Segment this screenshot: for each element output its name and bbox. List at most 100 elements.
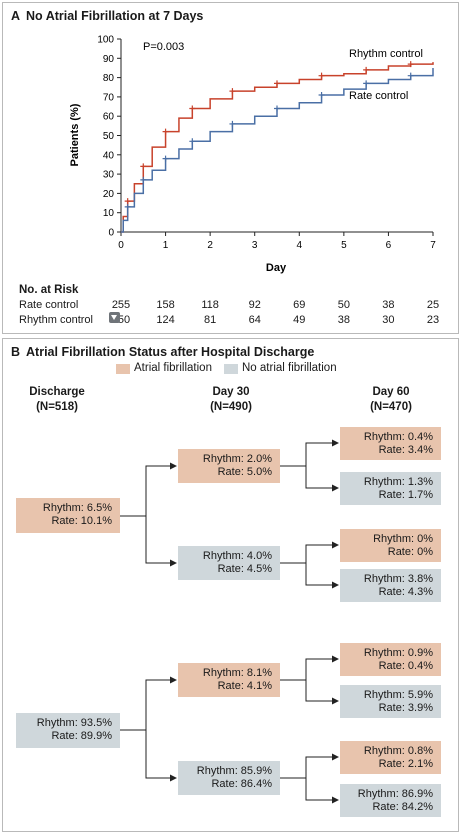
col-head-discharge: Discharge (N=518) xyxy=(12,385,102,415)
y-tick-label: 40 xyxy=(103,150,115,161)
box-rate: Rate: 2.1% xyxy=(378,758,433,770)
legend-swatch-af xyxy=(116,364,130,374)
chart-curves xyxy=(121,61,434,233)
censor-mark xyxy=(229,88,236,95)
censor-mark xyxy=(140,163,147,170)
box-day60-2: Rhythm: 1.3% Rate: 1.7% xyxy=(340,472,441,505)
risk-cell: 81 xyxy=(204,314,217,326)
risk-row-label: Rhythm control xyxy=(19,314,93,326)
box-rate: Rate: 3.9% xyxy=(378,702,433,714)
y-tick-label: 10 xyxy=(103,208,115,219)
risk-table-title: No. at Risk xyxy=(19,284,79,296)
y-tick-label: 0 xyxy=(108,228,114,239)
censor-mark xyxy=(162,128,169,135)
box-day30-2: Rhythm: 4.0% Rate: 4.5% xyxy=(178,546,280,580)
box-rhythm: Rhythm: 93.5% xyxy=(36,717,112,729)
censor-mark xyxy=(363,66,370,73)
box-rhythm: Rhythm: 0% xyxy=(373,533,433,545)
risk-cell: 50 xyxy=(337,299,350,311)
box-rhythm: Rhythm: 0.9% xyxy=(363,647,433,659)
box-day30-4: Rhythm: 85.9% Rate: 86.4% xyxy=(178,761,280,795)
box-rhythm: Rhythm: 8.1% xyxy=(202,667,272,679)
box-rate: Rate: 4.3% xyxy=(378,586,433,598)
col-head-day60: Day 60 (N=470) xyxy=(346,385,436,415)
legend-swatch-noaf xyxy=(224,364,238,374)
box-day60-8: Rhythm: 86.9% Rate: 84.2% xyxy=(340,784,441,817)
x-tick-label: 3 xyxy=(252,240,258,251)
km-chart: 0 10 20 30 40 50 60 70 80 90 100 0 1 2 3 4 5 6 7 Patients … xyxy=(69,35,436,275)
panel-a-letter: A xyxy=(11,9,21,23)
y-tick-label: 70 xyxy=(103,92,115,103)
box-rhythm: Rhythm: 5.9% xyxy=(363,689,433,701)
x-tick-label: 6 xyxy=(386,240,392,251)
panel-a-title-text: No Atrial Fibrillation at 7 Days xyxy=(26,9,204,23)
y-tick-label: 100 xyxy=(97,35,114,46)
col-head-day30: Day 30 (N=490) xyxy=(186,385,276,415)
legend-noaf: No atrial fibrillation xyxy=(242,362,337,374)
risk-cell: 118 xyxy=(201,299,219,311)
box-rate: Rate: 10.1% xyxy=(51,515,112,527)
box-day60-7: Rhythm: 0.8% Rate: 2.1% xyxy=(340,741,441,774)
p-value: P=0.003 xyxy=(143,41,184,53)
x-tick-label: 1 xyxy=(163,240,169,251)
col-head-day30-n: (N=490) xyxy=(210,401,252,413)
box-rate: Rate: 0.4% xyxy=(378,660,433,672)
legend-af: Atrial fibrillation xyxy=(134,362,212,374)
censor-mark xyxy=(229,120,236,127)
box-rate: Rate: 1.7% xyxy=(378,489,433,501)
box-rhythm: Rhythm: 0.8% xyxy=(363,745,433,757)
panel-a-title: A No Atrial Fibrillation at 7 Days xyxy=(11,9,203,23)
box-rhythm: Rhythm: 86.9% xyxy=(357,788,433,800)
censor-mark xyxy=(274,105,280,112)
box-day60-6: Rhythm: 5.9% Rate: 3.9% xyxy=(340,685,441,718)
box-day60-5: Rhythm: 0.9% Rate: 0.4% xyxy=(340,643,441,676)
risk-cell: 38 xyxy=(382,299,395,311)
y-axis-label: Patients (%) xyxy=(69,103,81,166)
box-rate: Rate: 84.2% xyxy=(372,801,433,813)
chart-axes: 0 10 20 30 40 50 60 70 80 90 100 0 1 2 3 4 5 6 7 xyxy=(97,35,436,252)
censor-mark xyxy=(140,176,147,183)
censor-mark xyxy=(274,80,280,87)
box-rate: Rate: 0% xyxy=(387,546,433,558)
y-tick-label: 60 xyxy=(103,112,115,123)
box-rhythm: Rhythm: 0.4% xyxy=(363,431,433,443)
x-tick-label: 0 xyxy=(118,240,124,251)
box-day30-3: Rhythm: 8.1% Rate: 4.1% xyxy=(178,663,280,697)
risk-cell: 23 xyxy=(426,314,440,326)
risk-cell: 38 xyxy=(337,314,350,326)
box-day30-1: Rhythm: 2.0% Rate: 5.0% xyxy=(178,449,280,483)
risk-cell: 49 xyxy=(293,314,306,326)
panel-b-letter: B xyxy=(11,345,21,359)
censor-mark xyxy=(124,198,131,205)
risk-cell: 69 xyxy=(293,299,306,311)
series-label-rate: Rate control xyxy=(349,90,408,102)
risk-cell: 64 xyxy=(248,314,261,326)
censor-mark xyxy=(162,155,169,162)
chevron-down-icon[interactable] xyxy=(109,312,120,323)
censor-mark xyxy=(363,80,370,87)
box-rhythm: Rhythm: 6.5% xyxy=(42,502,112,514)
col-head-day30-label: Day 30 xyxy=(212,386,250,398)
box-discharge-af: Rhythm: 6.5% Rate: 10.1% xyxy=(16,498,120,533)
censor-mark xyxy=(189,105,196,112)
y-tick-label: 90 xyxy=(103,54,115,65)
censor-mark xyxy=(124,203,131,210)
box-rhythm: Rhythm: 2.0% xyxy=(202,453,272,465)
censor-mark xyxy=(318,91,325,98)
box-rhythm: Rhythm: 85.9% xyxy=(196,765,272,777)
risk-cell: 92 xyxy=(248,299,261,311)
risk-cell: 255 xyxy=(111,299,131,311)
x-tick-label: 2 xyxy=(207,240,213,251)
panel-b-title-text: Atrial Fibrillation Status after Hospita… xyxy=(26,345,315,359)
censor-mark xyxy=(189,138,196,145)
col-head-day60-label: Day 60 xyxy=(372,386,410,398)
box-day60-1: Rhythm: 0.4% Rate: 3.4% xyxy=(340,427,441,460)
risk-cell: 25 xyxy=(426,299,440,311)
box-rhythm: Rhythm: 1.3% xyxy=(363,476,433,488)
risk-cell: 30 xyxy=(382,314,395,326)
panel-b-title: B Atrial Fibrillation Status after Hospit… xyxy=(11,345,314,359)
box-rhythm: Rhythm: 3.8% xyxy=(363,573,433,585)
risk-cell: 158 xyxy=(156,299,175,311)
box-discharge-noaf: Rhythm: 93.5% Rate: 89.9% xyxy=(16,713,120,748)
